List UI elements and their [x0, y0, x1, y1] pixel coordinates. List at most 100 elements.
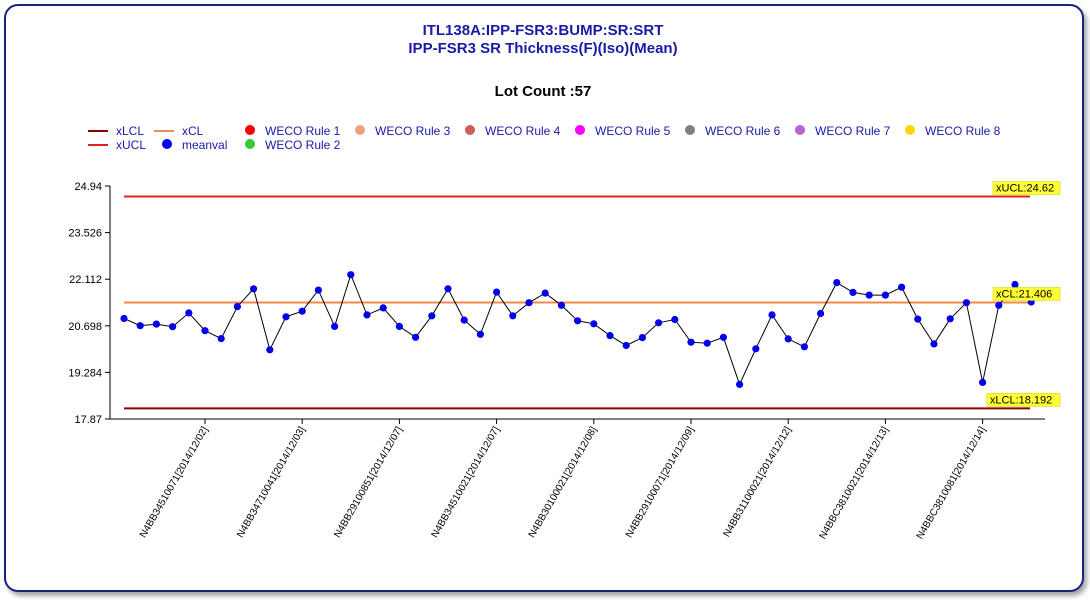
y-tick-label: 20.698 [68, 321, 102, 333]
meanval-point [817, 309, 825, 318]
meanval-point [331, 322, 339, 330]
legend-label-xcl: xCL [182, 124, 204, 138]
meanval-point [1011, 280, 1019, 289]
meanval-point [395, 322, 403, 330]
xlcl-label-bg [986, 393, 1061, 407]
meanval-point [833, 279, 841, 287]
legend-label-weco8: WECO Rule 8 [925, 124, 1001, 138]
legend-swatch-weco1 [245, 125, 255, 135]
xlcl-label: xLCL:18.192 [990, 394, 1052, 406]
meanval-point [995, 301, 1003, 309]
meanval-point [541, 289, 549, 297]
x-tick-label: N4BBC3810081[2014/12/14] [915, 425, 989, 541]
meanval-point [493, 288, 501, 296]
x-tick-label: N4BB30100021[2014/12/08] [527, 425, 600, 540]
legend-label-weco6: WECO Rule 6 [705, 124, 781, 138]
meanval-point [201, 327, 209, 335]
y-tick-label: 19.284 [68, 367, 102, 379]
x-tick-label: N4BB29100851[2014/12/07] [332, 425, 405, 540]
legend-swatch-xlcl [88, 130, 108, 132]
xcl-label: xCL:21.406 [996, 288, 1052, 300]
legend-swatch-weco2 [245, 139, 255, 149]
meanval-point [849, 288, 857, 296]
legend-label-weco2: WECO Rule 2 [265, 138, 341, 152]
legend-swatch-weco7 [795, 125, 805, 135]
meanval-series [120, 271, 1035, 388]
legend-swatch-meanval [162, 139, 172, 149]
control-limit-lines [124, 195, 1030, 410]
meanval-point [671, 315, 679, 324]
meanval-point [638, 334, 647, 342]
legend-label-weco4: WECO Rule 4 [485, 124, 561, 138]
meanval-point [314, 286, 322, 294]
meanval-point [363, 311, 371, 319]
control-limit-labels: xUCL:24.62 xCL:21.406 xLCL:18.192 [986, 181, 1061, 407]
meanval-point [719, 333, 728, 341]
meanval-point [590, 320, 598, 328]
lot-count: Lot Count :57 [494, 83, 592, 100]
y-tick-label: 23.526 [68, 228, 102, 240]
legend-label-xucl: xUCL [116, 138, 147, 152]
legend-label-meanval: meanval [182, 138, 228, 152]
y-tick-label: 22.112 [69, 274, 102, 286]
x-tick-label: N4BB34510071[2014/12/02] [138, 425, 211, 540]
meanval-point [784, 335, 792, 343]
xcl-label-bg [992, 287, 1061, 301]
legend-swatch-weco4 [465, 125, 475, 135]
meanval-point [622, 341, 630, 350]
meanval-point [185, 309, 193, 317]
meanval-point [136, 322, 144, 330]
meanval-point [379, 304, 387, 312]
meanval-point [655, 319, 663, 327]
meanval-point [768, 311, 776, 319]
legend-label-xlcl: xLCL [116, 124, 145, 138]
meanval-point [979, 378, 987, 386]
chart-title-line1: ITL138A:IPP-FSR3:BUMP:SR:SRT [422, 22, 664, 39]
meanval-point [412, 333, 420, 341]
meanval-point [914, 315, 922, 323]
meanval-point [169, 323, 177, 331]
y-tick-label: 24.94 [74, 181, 102, 193]
meanval-point [946, 315, 954, 323]
meanval-point [266, 346, 274, 354]
x-tick-label: N4BB29100071[2014/12/09] [624, 425, 697, 540]
xucl-label-bg [992, 181, 1061, 195]
x-tick-label: N4BB31100021[2014/12/12] [722, 425, 794, 539]
meanval-point [120, 314, 128, 323]
legend-swatch-weco5 [575, 125, 585, 135]
meanval-point [865, 291, 873, 299]
meanval-point [703, 339, 711, 347]
meanval-point [736, 380, 744, 388]
legend-swatch-xucl [88, 144, 108, 146]
meanval-point [152, 320, 160, 328]
meanval-point [930, 340, 938, 348]
meanval-point [525, 299, 533, 307]
xucl-label: xUCL:24.62 [996, 183, 1054, 195]
meanval-point [962, 299, 971, 307]
legend-label-weco3: WECO Rule 3 [375, 124, 451, 138]
meanval-point [509, 312, 517, 320]
y-tick-label: 17.87 [74, 414, 102, 426]
legend-swatch-weco3 [355, 125, 365, 135]
x-tick-label: N4BB34510021[2014/12/07] [430, 425, 503, 540]
meanval-point [476, 330, 484, 338]
meanval-point [282, 313, 290, 321]
meanval-point [752, 345, 760, 353]
legend-label-weco1: WECO Rule 1 [265, 124, 341, 138]
y-axis: 17.87 19.284 20.698 22.112 23.526 24.94 [68, 181, 111, 426]
meanval-point [606, 332, 614, 340]
meanval-point [898, 283, 906, 291]
meanval-point [233, 303, 241, 311]
x-axis: N4BB34510071[2014/12/02] N4BB34710041[201… [110, 418, 1045, 541]
meanval-point [217, 335, 225, 343]
meanval-line [123, 273, 1032, 386]
meanval-point [687, 338, 695, 346]
meanval-point [800, 343, 809, 351]
meanval-point [460, 316, 468, 324]
x-tick-label: N4BB34710041[2014/12/03] [235, 425, 308, 540]
meanval-point [298, 307, 306, 315]
legend-swatch-weco6 [685, 125, 695, 135]
meanval-point [444, 285, 452, 293]
legend-label-weco5: WECO Rule 5 [595, 124, 671, 138]
